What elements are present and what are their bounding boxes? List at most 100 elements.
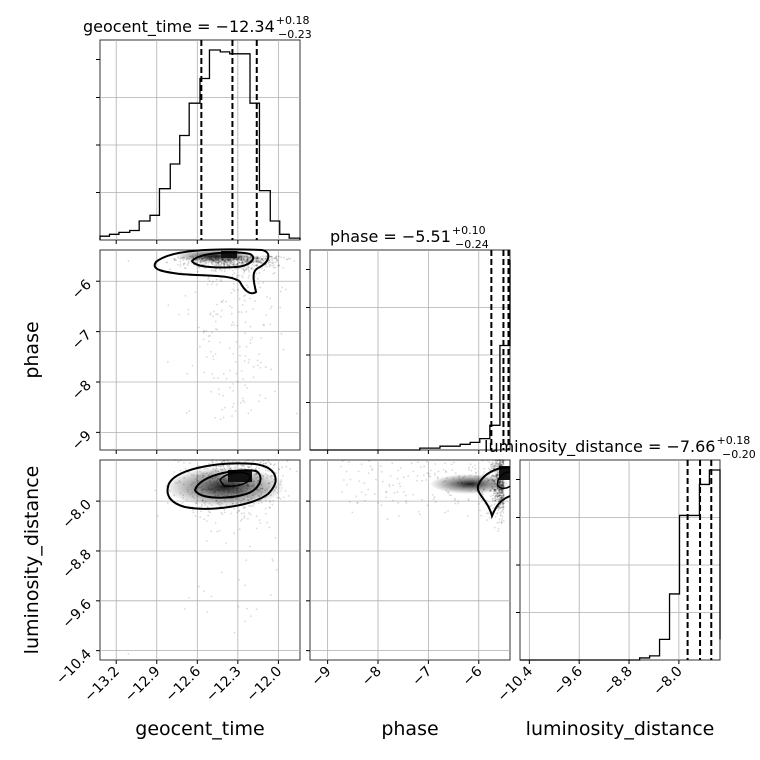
sample-point — [295, 412, 298, 415]
sample-point — [502, 502, 504, 504]
sample-point — [467, 499, 470, 502]
sample-point — [492, 494, 495, 497]
sample-point — [256, 264, 259, 267]
sample-point — [250, 267, 253, 270]
sample-point — [399, 467, 402, 469]
sample-point — [486, 519, 489, 522]
sample-point — [346, 483, 348, 486]
sample-point — [201, 263, 204, 266]
sample-point — [269, 263, 272, 266]
sample-point — [280, 256, 282, 259]
sample-point — [444, 471, 447, 474]
sample-point — [500, 506, 503, 509]
sample-point — [256, 258, 259, 260]
sample-point — [501, 492, 504, 495]
sample-point — [283, 496, 285, 499]
sample-point — [255, 272, 258, 275]
sample-point — [255, 466, 258, 469]
sample-point — [268, 506, 271, 509]
sample-point — [497, 494, 500, 497]
sample-point — [235, 267, 238, 270]
sample-point — [494, 497, 497, 500]
sample-point — [174, 459, 177, 461]
sample-point — [256, 265, 258, 267]
sample-point — [247, 361, 250, 364]
sample-point — [241, 276, 244, 279]
sample-point — [227, 460, 229, 463]
sample-point — [244, 460, 247, 463]
sample-point — [237, 311, 240, 313]
sample-point — [474, 467, 477, 470]
sample-point — [211, 462, 214, 465]
sample-point — [216, 262, 219, 265]
sample-point — [275, 258, 278, 261]
sample-point — [259, 260, 262, 262]
sample-point — [127, 260, 130, 262]
sample-point — [166, 261, 169, 264]
sample-point — [232, 389, 235, 392]
sample-point — [289, 468, 292, 470]
sample-point — [266, 266, 268, 268]
sample-point — [498, 498, 501, 501]
sample-point — [261, 257, 263, 260]
sample-point — [212, 280, 214, 283]
sample-point — [256, 259, 259, 262]
sample-point — [263, 269, 266, 272]
sample-point — [202, 338, 205, 341]
sample-point — [262, 257, 265, 259]
sample-point — [212, 315, 214, 318]
contours-distance-vs-geocent-time — [165, 462, 285, 510]
sample-point — [238, 578, 240, 581]
sample-point — [254, 256, 257, 258]
sample-point — [255, 260, 258, 263]
sample-point — [269, 463, 272, 466]
sample-point — [492, 507, 495, 510]
sample-point — [434, 500, 437, 503]
sample-point — [498, 462, 501, 465]
sample-point — [210, 283, 213, 286]
sample-point — [214, 416, 217, 419]
sample-point — [244, 384, 247, 387]
sample-point — [217, 262, 220, 265]
sample-point — [450, 494, 453, 497]
sample-point — [165, 261, 168, 264]
sample-point — [500, 495, 503, 497]
sample-point — [177, 460, 180, 463]
sample-point — [250, 505, 252, 507]
sample-point — [219, 315, 222, 318]
sample-point — [494, 500, 497, 503]
sample-point — [499, 463, 502, 466]
sample-point — [215, 460, 218, 462]
sample-point — [176, 263, 179, 266]
sample-point — [496, 495, 499, 498]
sample-point — [178, 313, 181, 316]
sample-point — [474, 464, 476, 467]
sample-point — [501, 490, 504, 493]
sample-point — [397, 515, 400, 517]
sample-point — [283, 256, 285, 259]
x-tick-label: −7 — [409, 664, 435, 690]
sample-point — [259, 256, 262, 259]
sample-point — [218, 530, 221, 532]
sample-point — [502, 463, 505, 465]
sample-point — [229, 262, 232, 265]
sample-point — [220, 309, 223, 312]
sample-point — [496, 522, 499, 524]
sample-point — [188, 462, 191, 465]
sample-point — [496, 465, 498, 468]
sample-point — [385, 496, 388, 499]
sample-point — [243, 261, 245, 264]
sample-point — [215, 313, 217, 316]
sample-point — [205, 330, 208, 332]
sample-point — [237, 510, 240, 513]
sample-point — [230, 312, 233, 315]
sample-point — [235, 340, 238, 343]
sample-point — [498, 459, 501, 461]
sample-point — [186, 372, 189, 375]
sample-point — [496, 474, 498, 477]
sample-point — [215, 465, 218, 468]
sample-point — [417, 461, 420, 464]
sample-point — [245, 260, 248, 263]
sample-point — [192, 509, 194, 511]
sample-point — [426, 472, 429, 475]
